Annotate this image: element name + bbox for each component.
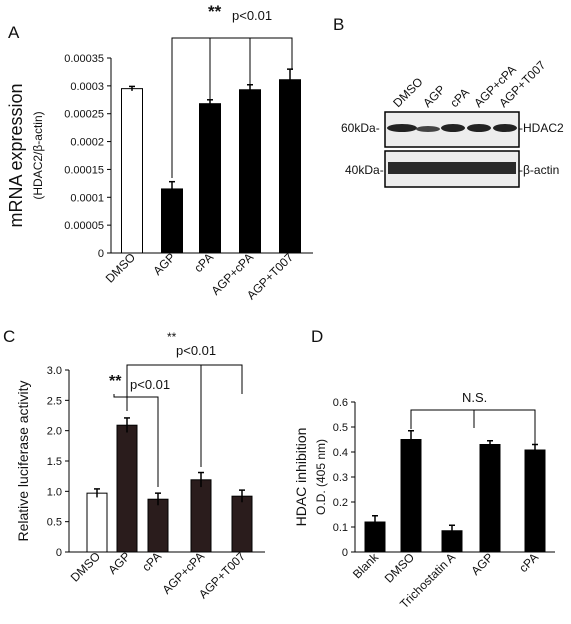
lane-label-agp: AGP [420, 82, 448, 110]
chart-c-y-tick-label: 3.0 [47, 365, 62, 377]
chart-a-y-tick-label: 0.00005 [64, 220, 104, 232]
chart-a-category-label: AGP [150, 250, 178, 278]
chart-c-bar [231, 495, 253, 553]
chart-a-y-tick-label: 0.0002 [70, 137, 104, 149]
panel-a-significance: ** p<0.01 [171, 2, 293, 178]
chart-d-category-label: Blank [350, 550, 382, 582]
chart-d-y-tick-label: 0.2 [333, 497, 348, 509]
chart-d-y-tick-label: 0.6 [333, 397, 348, 409]
chart-c-category-label: cPA [139, 549, 164, 574]
chart-a-ylabel: mRNA expression [6, 83, 26, 227]
chart-d-ylabel: HDAC inhibition [293, 428, 309, 527]
panel-c-inner-sig: p<0.01 [130, 377, 170, 392]
chart-d-y-tick-label: 0.5 [333, 422, 348, 434]
blot-hdac2-bands [387, 124, 517, 132]
panel-c-outer-stars: ** [167, 330, 177, 344]
chart-a-bar [239, 89, 261, 254]
chart-c-category-label: DMSO [68, 549, 103, 584]
panel-d-ns: N.S. [462, 390, 487, 405]
chart-c-ylabel: Relative luciferase activity [15, 380, 31, 541]
chart-d-y-tick-label: 0.1 [333, 522, 348, 534]
band-actin [388, 162, 516, 174]
chart-a-bar [161, 188, 183, 254]
chart-c-category-label: AGP [105, 549, 133, 577]
protein-actin: -β-actin [519, 163, 559, 177]
panel-c-outer-sig: p<0.01 [176, 343, 216, 358]
panel-a-letter: A [8, 23, 20, 42]
panel-c-inner-stars: ** [109, 373, 122, 390]
chart-c-bar [147, 498, 169, 553]
band-hdac2-2 [416, 126, 440, 132]
blot-actin-bands [388, 162, 516, 174]
panel-c-letter: C [3, 327, 15, 346]
bracket-a-main [171, 37, 293, 178]
chart-a-y-tick-label: 0.00035 [64, 53, 104, 65]
chart-c-bar [190, 479, 212, 553]
bracket-c-inner [113, 394, 159, 487]
chart-d-category-label: cPA [516, 550, 541, 575]
protein-hdac2: -HDAC2 [519, 121, 564, 135]
chart-a-bar [121, 88, 143, 254]
chart-a-category-label: DMSO [103, 250, 138, 285]
band-hdac2-4 [467, 124, 491, 132]
marker-60kda: 60kDa- [341, 121, 380, 135]
western-blot: DMSO AGP cPA AGP+cPA AGP+T007 60kDa- -HD… [341, 58, 564, 188]
chart-c-y-tick-label: 1.5 [47, 456, 62, 468]
panel-b-letter: B [333, 15, 344, 34]
chart-c-y-tick-label: 1.0 [47, 486, 62, 498]
chart-d-category-label: DMSO [382, 550, 417, 585]
chart-d-category-label: AGP [468, 550, 496, 578]
chart-d-bar [524, 449, 546, 553]
chart-a-y-tick-label: 0.00015 [64, 164, 104, 176]
chart-c-y-tick-label: 2.0 [47, 426, 62, 438]
chart-d-bar [400, 439, 422, 553]
chart-d: 0 0.1 0.2 0.3 0.4 0.5 0.6 HDAC inhibition O.D. (… [293, 397, 555, 611]
chart-d-y-tick-label: 0 [342, 547, 348, 559]
chart-c-y-tick-label: 0 [56, 547, 62, 559]
band-hdac2-1 [387, 124, 417, 132]
lane-label-dmso: DMSO [390, 75, 425, 110]
marker-40kda: 40kDa- [345, 163, 384, 177]
chart-d-bar [479, 444, 501, 553]
chart-a-bar [279, 79, 301, 254]
chart-c-y-tick-label: 2.5 [47, 395, 62, 407]
chart-a-y-tick-label: 0.0003 [70, 81, 104, 93]
chart-d-y-tick-label: 0.4 [333, 447, 348, 459]
chart-a-bar [199, 103, 221, 254]
band-hdac2-3 [441, 124, 465, 132]
chart-a-category-label: cPA [191, 250, 216, 275]
panel-d-significance: N.S. [410, 390, 536, 450]
chart-a-y-tick-label: 0 [98, 248, 104, 260]
panel-d-letter: D [311, 327, 323, 346]
chart-a-y-tick-label: 0.00025 [64, 109, 104, 121]
chart-a: 0 0.00005 0.0001 0.00015 0.0002 0.00025 0.0003… [6, 53, 313, 302]
panel-a-stars: ** [208, 2, 222, 21]
panel-c-significance: ** p<0.01 ** p<0.01 [109, 330, 243, 487]
chart-c-y-tick-label: 0.5 [47, 517, 62, 529]
chart-d-ylabel-units: O.D. (405 nm) [314, 439, 328, 515]
chart-c-bar [86, 492, 108, 553]
band-hdac2-5 [493, 124, 517, 132]
chart-d-y-tick-label: 0.3 [333, 472, 348, 484]
panel-a-sig: p<0.01 [232, 8, 272, 23]
chart-c-bar [116, 424, 138, 553]
chart-a-y-tick-label: 0.0001 [70, 192, 104, 204]
lane-label-cpa: cPA [447, 85, 472, 110]
bracket-d-main [410, 409, 536, 450]
chart-a-ylabel-units: (HDAC2/β-actin) [31, 111, 45, 199]
bracket-c-outer [126, 364, 243, 411]
chart-c: 0 0.5 1.0 1.5 2.0 2.5 3.0 Relative luciferase a… [15, 365, 265, 601]
